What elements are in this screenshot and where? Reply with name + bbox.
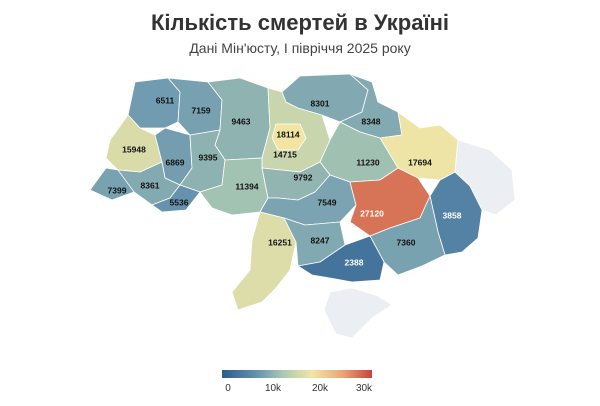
region-value-labels: 6511 7159 9463 18114 14715 8301 8348 159… xyxy=(108,95,462,267)
region-odesa[interactable] xyxy=(231,211,297,311)
label-kyiv-oblast: 14715 xyxy=(273,149,297,159)
label-odesa: 16251 xyxy=(268,237,292,247)
label-dnipropetrovsk: 27120 xyxy=(360,208,384,218)
label-zaporizhzhia: 7360 xyxy=(397,237,416,247)
label-zakarpattia: 7399 xyxy=(108,185,127,195)
label-kherson: 2388 xyxy=(345,257,364,267)
label-poltava: 11230 xyxy=(356,157,379,167)
label-kyiv-city: 18114 xyxy=(276,129,299,139)
label-ivano-frankivsk: 8361 xyxy=(141,180,160,190)
label-kharkiv: 17694 xyxy=(408,157,432,167)
label-vinnytsia: 11394 xyxy=(235,181,258,191)
label-donetsk: 3858 xyxy=(443,210,462,220)
region-zaporizhzhia[interactable] xyxy=(369,195,446,276)
region-luhansk[interactable] xyxy=(454,139,516,216)
map-subtitle: Дані Мін'юсту, І півріччя 2025 року xyxy=(189,40,411,56)
color-legend: 0 10k 20k 30k xyxy=(222,370,372,404)
label-ternopil: 6869 xyxy=(166,157,185,167)
label-chernihiv: 8301 xyxy=(311,98,330,108)
region-kherson[interactable] xyxy=(297,235,385,283)
label-kirovohrad: 7549 xyxy=(318,197,337,207)
region-crimea[interactable] xyxy=(323,287,393,339)
label-cherkasy: 9792 xyxy=(294,172,313,182)
label-chernivtsi: 5536 xyxy=(170,197,189,207)
label-zhytomyr: 9463 xyxy=(232,116,251,126)
label-sumy: 8348 xyxy=(362,116,381,126)
map-title: Кількість смертей в Україні xyxy=(150,10,450,35)
label-rivne: 7159 xyxy=(192,105,211,115)
legend-tick-30k: 30k xyxy=(355,383,373,394)
label-mykolaiv: 8247 xyxy=(311,235,330,245)
label-lviv: 15948 xyxy=(122,144,146,154)
legend-tick-0: 0 xyxy=(225,383,231,394)
legend-tick-10k: 10k xyxy=(264,383,282,394)
legend-tick-20k: 20k xyxy=(311,383,329,394)
label-volyn: 6511 xyxy=(156,95,175,105)
label-khmelnytskyi: 9395 xyxy=(199,152,218,162)
legend-color-bar xyxy=(222,370,372,378)
region-kyiv-city[interactable] xyxy=(271,123,307,151)
